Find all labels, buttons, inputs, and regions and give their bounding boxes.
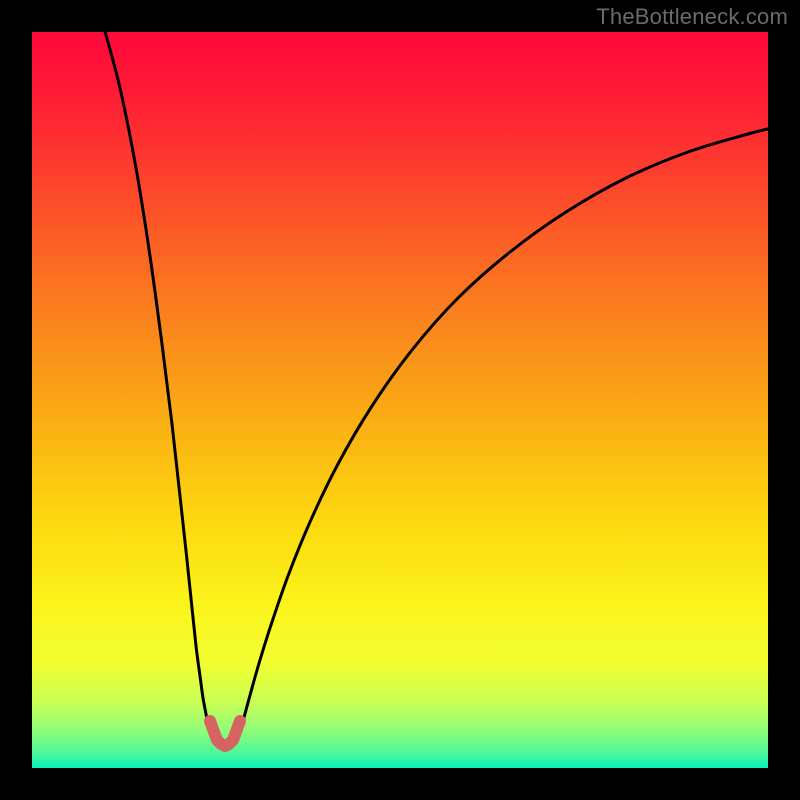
watermark-text: TheBottleneck.com <box>596 4 788 30</box>
gradient-background <box>32 32 768 768</box>
plot-area <box>32 32 768 768</box>
trough-dot <box>235 716 246 727</box>
chart-frame: TheBottleneck.com <box>0 0 800 800</box>
chart-svg <box>32 32 768 768</box>
trough-dot <box>205 716 216 727</box>
